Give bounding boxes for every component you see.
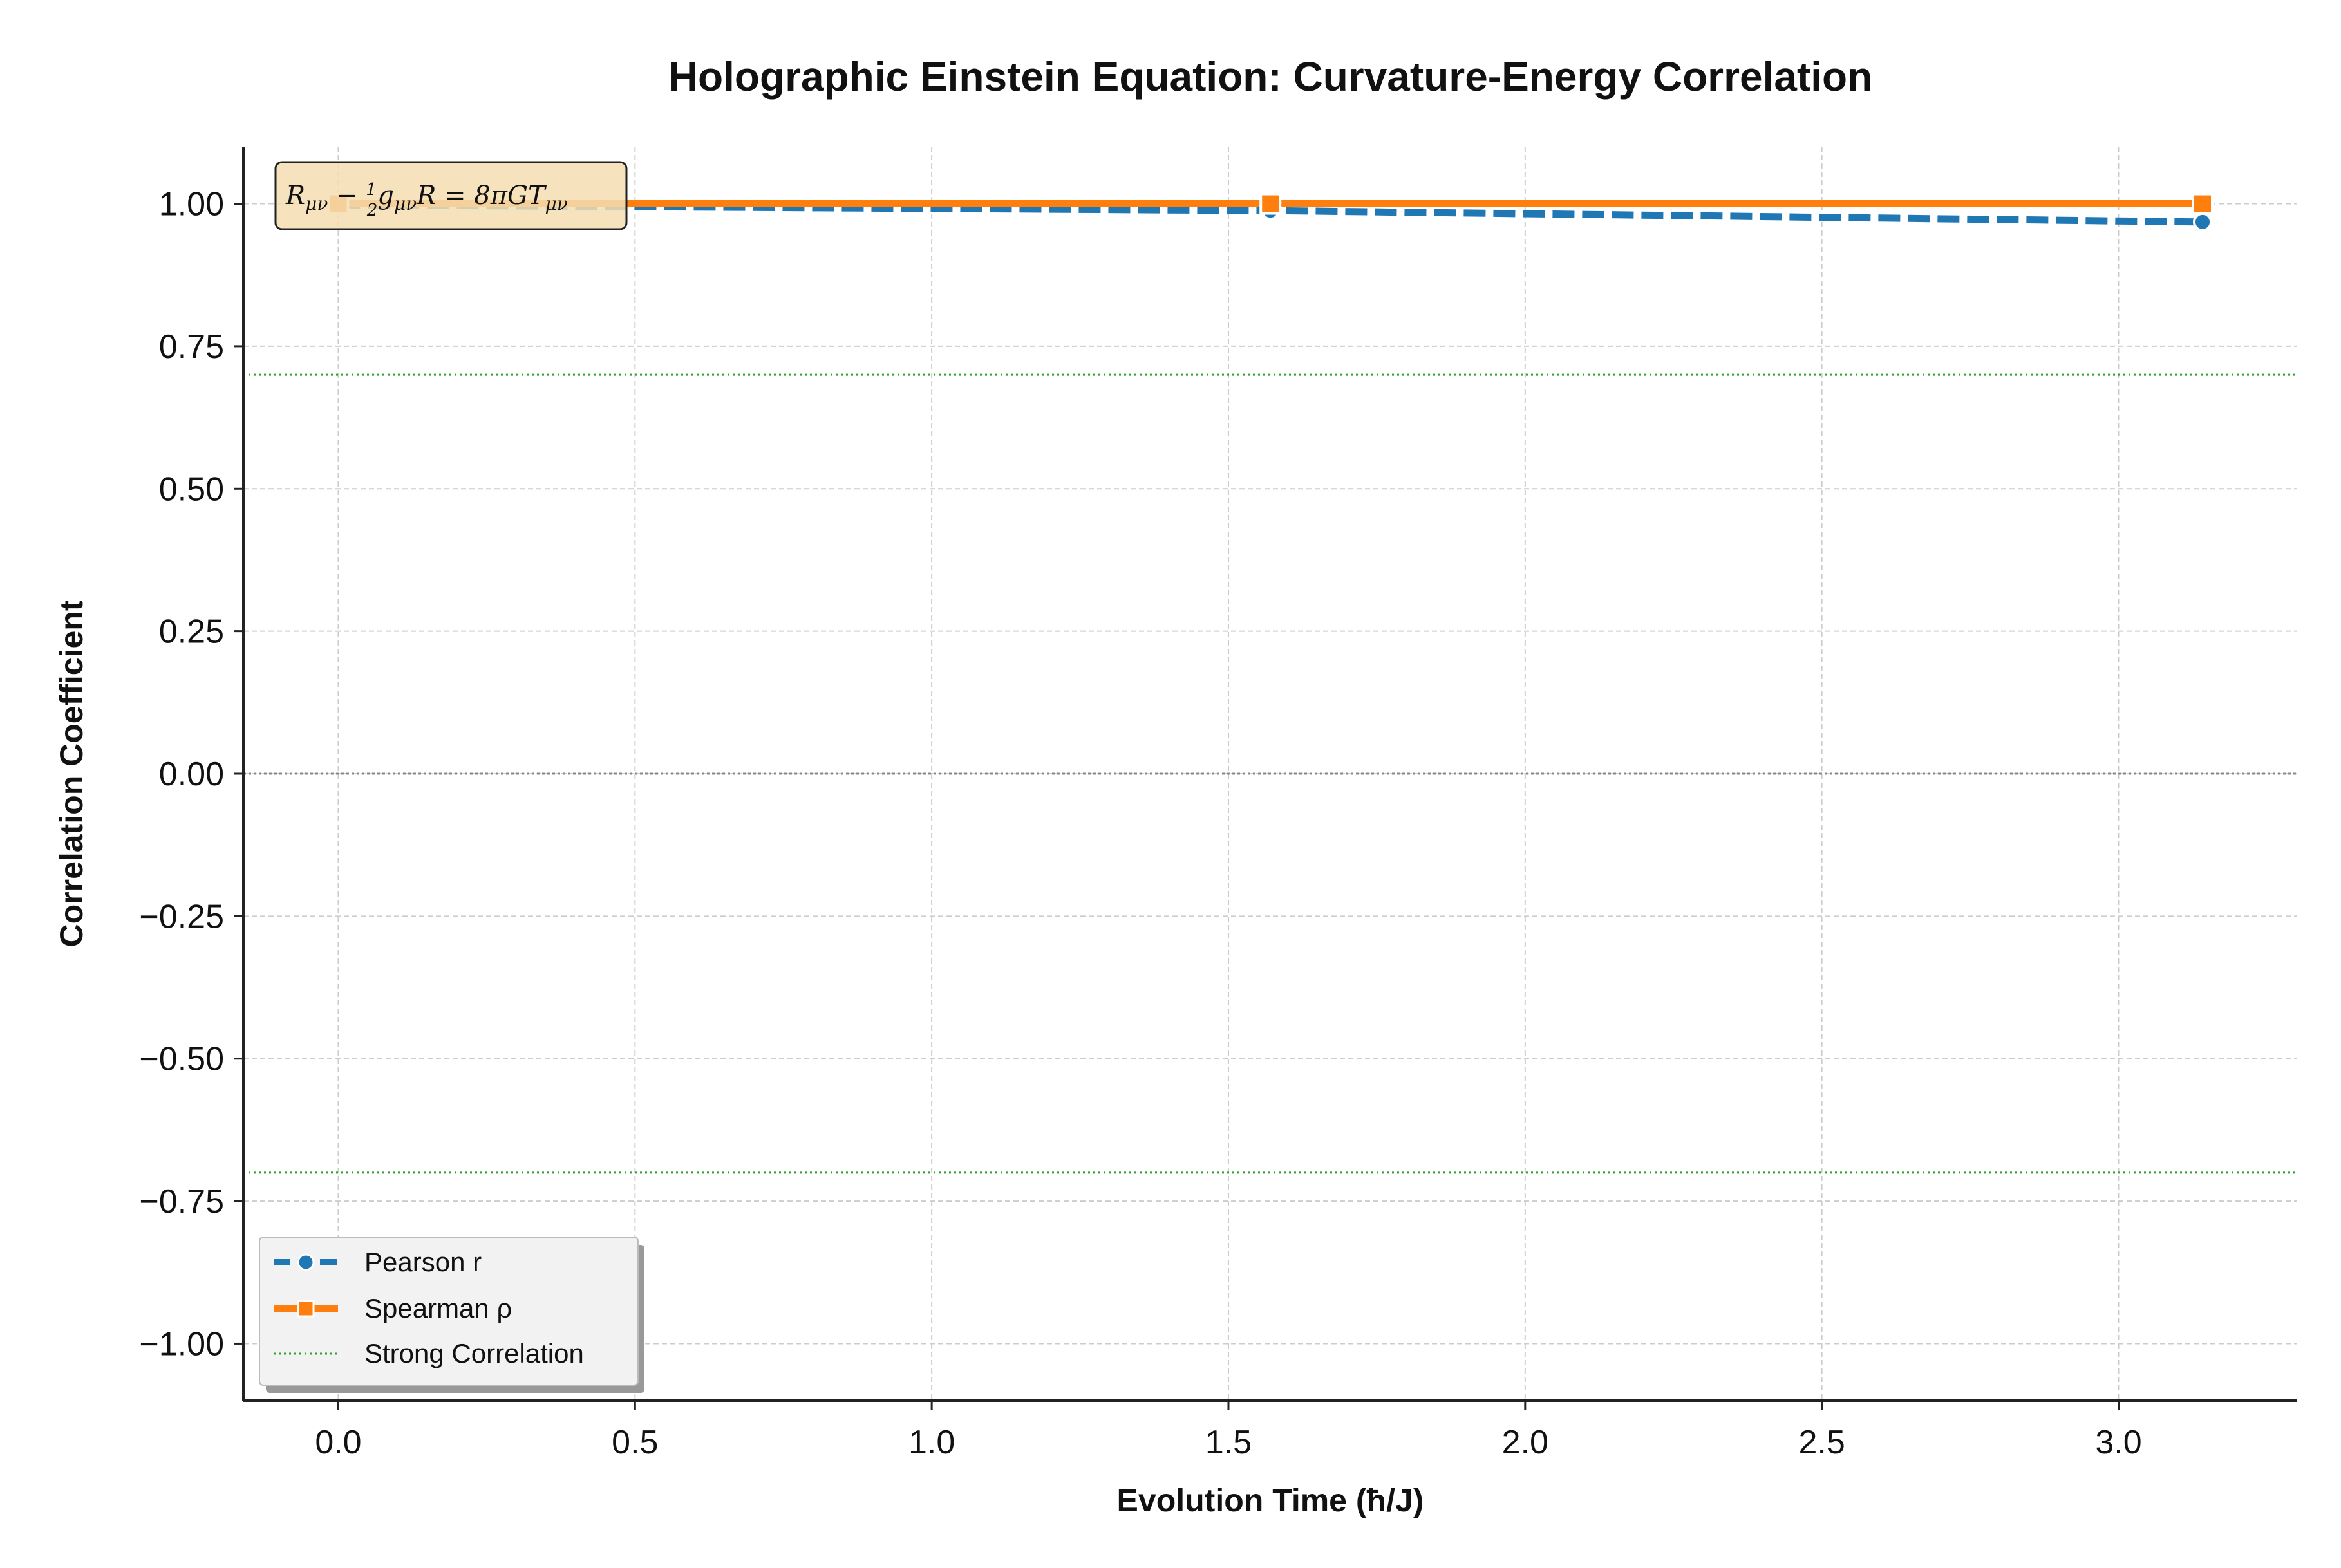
y-tick-label: 0.75 bbox=[159, 328, 224, 366]
series-layer bbox=[327, 192, 2214, 232]
legend-box bbox=[259, 1237, 639, 1386]
x-tick-label: 3.0 bbox=[2095, 1424, 2141, 1461]
legend-strong-label: Strong Correlation bbox=[364, 1338, 584, 1368]
y-tick-label: 1.00 bbox=[159, 186, 224, 223]
y-tick-label: 0.50 bbox=[159, 471, 224, 508]
legend-item-pearson: Pearson r bbox=[274, 1247, 482, 1277]
equation-box bbox=[274, 161, 628, 230]
y-tick-label: −0.25 bbox=[139, 898, 224, 935]
x-tick-label: 0.0 bbox=[315, 1424, 361, 1461]
x-tick-label: 2.5 bbox=[1799, 1424, 1845, 1461]
chart-title: Holographic Einstein Equation: Curvature… bbox=[668, 53, 1872, 100]
legend: Pearson r Spearman ρ Strong Correlation bbox=[259, 1237, 644, 1393]
y-tick-label: −0.50 bbox=[139, 1041, 224, 1078]
reference-lines bbox=[243, 373, 2297, 1174]
x-tick-label: 2.0 bbox=[1502, 1424, 1548, 1461]
y-tick-label: 0.00 bbox=[159, 756, 224, 793]
y-axis-label: Correlation Coefficient bbox=[53, 600, 89, 947]
x-ticks: 0.0 0.5 1.0 1.5 2.0 2.5 3.0 bbox=[315, 1401, 2142, 1461]
legend-spearman-label: Spearman ρ bbox=[364, 1293, 512, 1323]
pearson-point bbox=[2193, 212, 2213, 232]
spearman-point bbox=[2192, 192, 2214, 215]
legend-spearman-marker bbox=[297, 1300, 315, 1318]
y-tick-label: −0.75 bbox=[139, 1183, 224, 1220]
legend-item-strong: Strong Correlation bbox=[274, 1338, 584, 1368]
legend-pearson-label: Pearson r bbox=[364, 1247, 482, 1277]
legend-pearson-marker bbox=[297, 1253, 315, 1271]
y-ticks: 1.00 0.75 0.50 0.25 0.00 −0.25 −0.50 −0.75 −1.00 bbox=[139, 186, 243, 1363]
y-tick-label: −1.00 bbox=[139, 1325, 224, 1363]
spearman-point bbox=[1259, 192, 1282, 215]
equation-annotation: Rμν − 1 2gμνR = 8πGTμν bbox=[274, 161, 628, 230]
x-tick-label: 0.5 bbox=[612, 1424, 658, 1461]
y-tick-label: 0.25 bbox=[159, 613, 224, 651]
x-tick-label: 1.0 bbox=[908, 1424, 955, 1461]
legend-item-spearman: Spearman ρ bbox=[274, 1293, 512, 1323]
x-axis-label: Evolution Time (ħ/J) bbox=[1117, 1482, 1424, 1518]
x-tick-label: 1.5 bbox=[1205, 1424, 1252, 1461]
